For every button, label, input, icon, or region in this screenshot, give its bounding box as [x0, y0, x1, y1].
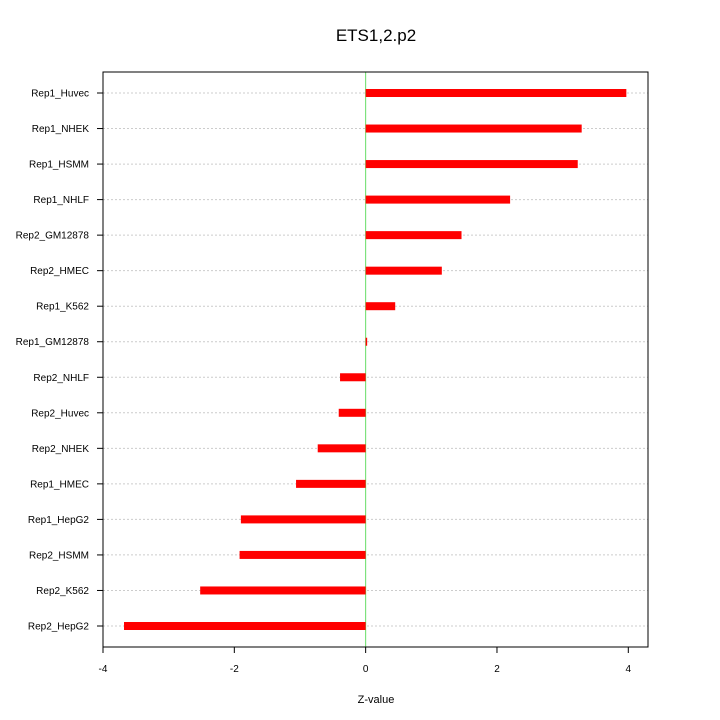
bar	[296, 479, 366, 488]
y-tick-label: Rep1_NHLF	[33, 195, 89, 206]
bar	[124, 622, 366, 630]
x-tick-label: 0	[363, 664, 369, 675]
y-tick-label: Rep2_HSMM	[29, 550, 89, 561]
x-axis: -4 -2 0 2 4	[99, 647, 632, 675]
bar	[365, 195, 511, 204]
bar	[365, 266, 442, 275]
bar	[317, 444, 366, 453]
bar	[365, 302, 396, 311]
y-tick-labels: Rep1_Huvec Rep1_NHEK Rep1_HSMM Rep1_NHLF Rep…	[16, 89, 103, 633]
y-tick-label: Rep1_Huvec	[31, 89, 89, 100]
y-tick-label: Rep1_NHEK	[32, 124, 90, 135]
y-tick-label: Rep2_NHEK	[32, 444, 90, 455]
x-axis-label: Z-value	[358, 694, 395, 706]
y-tick-label: Rep2_HepG2	[28, 622, 90, 633]
x-tick-label: -4	[99, 664, 108, 675]
y-tick-label: Rep2_HMEC	[30, 266, 89, 277]
bar	[240, 515, 366, 524]
chart-title: ETS1,2.p2	[336, 26, 416, 45]
y-tick-label: Rep2_Huvec	[31, 408, 89, 419]
bar	[239, 550, 366, 559]
x-tick-label: 4	[626, 664, 632, 675]
bar	[365, 337, 368, 346]
x-tick-label: 2	[494, 664, 500, 675]
y-tick-label: Rep1_K562	[36, 302, 89, 313]
x-tick-label: -2	[230, 664, 239, 675]
bar	[365, 160, 578, 169]
bar	[365, 89, 627, 97]
y-tick-label: Rep2_GM12878	[16, 231, 90, 242]
y-tick-label: Rep1_HepG2	[28, 515, 90, 526]
y-tick-label: Rep1_GM12878	[16, 337, 90, 348]
bar	[340, 373, 366, 382]
bar	[200, 586, 366, 595]
bars	[124, 89, 627, 630]
bar	[338, 408, 366, 417]
plot-frame	[102, 71, 649, 648]
y-tick-label: Rep2_K562	[36, 586, 89, 597]
y-tick-label: Rep2_NHLF	[33, 373, 89, 384]
y-tick-label: Rep1_HSMM	[29, 160, 89, 171]
bar	[365, 124, 582, 133]
grid-lines	[103, 92, 648, 627]
bar	[365, 231, 462, 240]
y-tick-label: Rep1_HMEC	[30, 479, 89, 490]
